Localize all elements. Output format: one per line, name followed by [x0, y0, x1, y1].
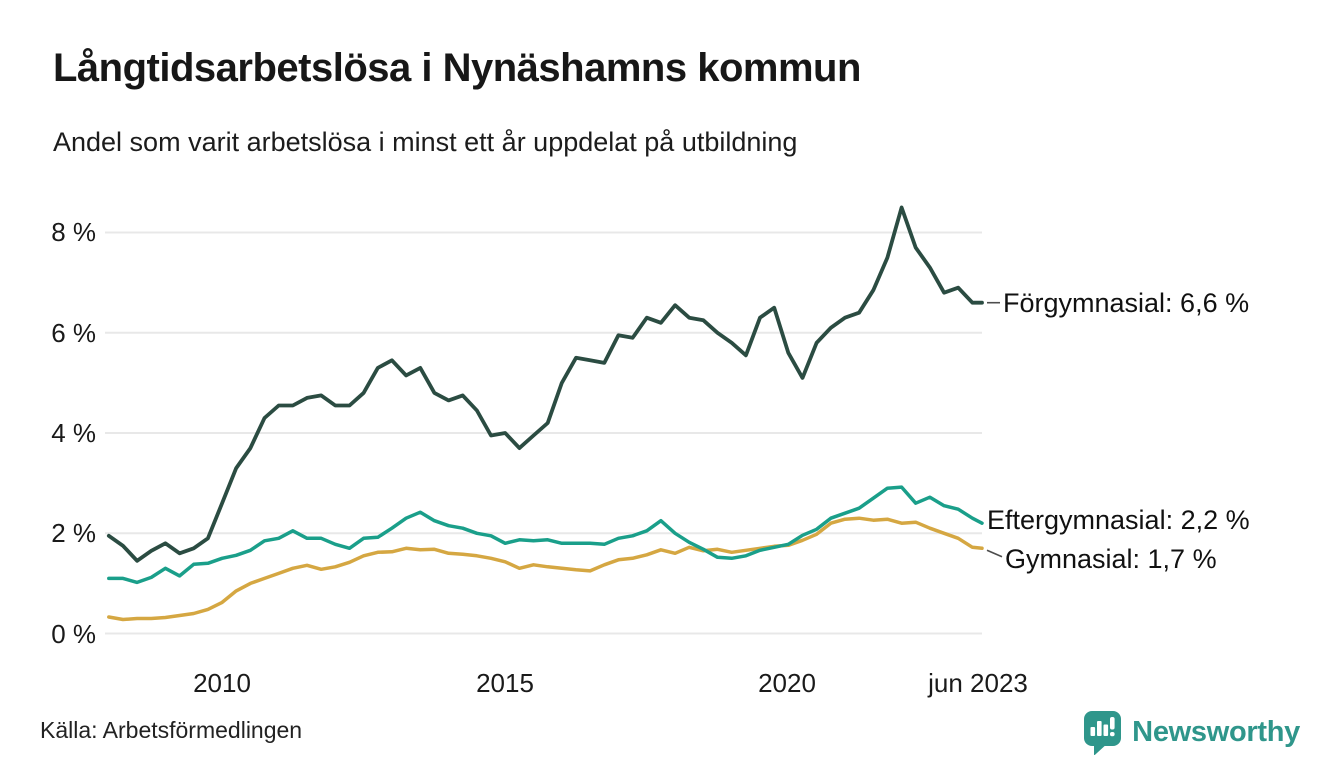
- series-label-gymnasial: Gymnasial: 1,7 %: [1005, 544, 1217, 574]
- y-tick-label-6: 6 %: [51, 318, 96, 348]
- logo-bar-tall: [1097, 721, 1102, 736]
- series-line-frgymnasial: [106, 205, 984, 563]
- logo-exclamation-bar: [1110, 717, 1115, 730]
- x-tick-label-2010: 2010: [193, 668, 251, 698]
- annotation-connector-gymnasial: [986, 549, 1003, 558]
- chart-subtitle: Andel som varit arbetslösa i minst ett å…: [53, 127, 798, 157]
- x-tick-label-2020: 2020: [758, 668, 816, 698]
- x-tick-label-jun-2023: jun 2023: [928, 668, 1028, 698]
- y-tick-label-0: 0 %: [51, 619, 96, 649]
- logo-bar-small: [1090, 727, 1096, 736]
- series-line-gymnasial: [107, 516, 984, 622]
- series-label-forgymnasial: Förgymnasial: 6,6 %: [1003, 288, 1250, 318]
- series-line-eftergymnasial: [107, 485, 984, 585]
- x-tick-label-2015: 2015: [476, 668, 534, 698]
- chart-title: Långtidsarbetslösa i Nynäshamns kommun: [53, 46, 861, 90]
- newsworthy-logo: Newsworthy: [1083, 709, 1300, 755]
- y-tick-label-4: 4 %: [51, 418, 96, 448]
- y-tick-label-2: 2 %: [51, 518, 96, 548]
- y-tick-label-8: 8 %: [51, 217, 96, 247]
- source-note: Källa: Arbetsförmedlingen: [40, 717, 303, 743]
- logo-bar-medium: [1103, 724, 1109, 736]
- newsworthy-wordmark: Newsworthy: [1132, 715, 1300, 748]
- series-label-eftergymnasial: Eftergymnasial: 2,2 %: [987, 505, 1250, 535]
- newsworthy-logo-icon: [1084, 711, 1122, 755]
- logo-exclamation-dot: [1110, 732, 1115, 737]
